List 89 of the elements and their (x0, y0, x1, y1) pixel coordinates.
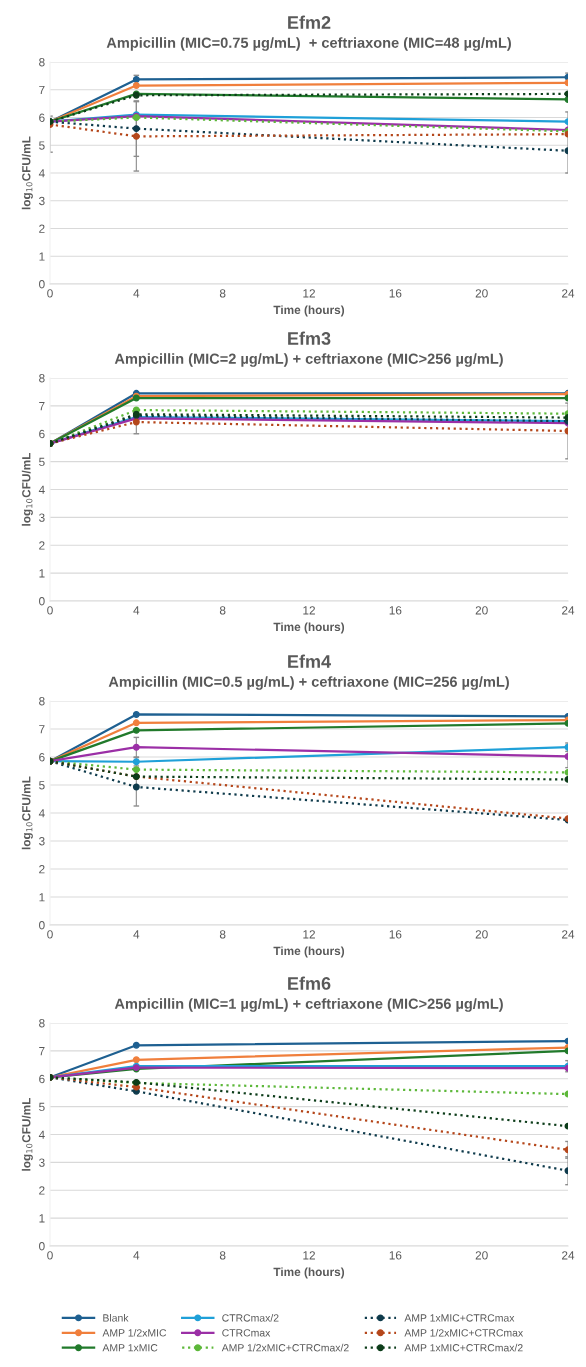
x-tick-label: 8 (219, 289, 226, 298)
y-axis-title: log$_{10}$CFU/mL (21, 1097, 33, 1171)
legend-label: AMP 1xMIC+CTRCmax/2 (404, 1343, 523, 1352)
x-tick-label: 0 (47, 1251, 53, 1260)
y-tick-label: 1 (39, 1214, 45, 1223)
legend-label: AMP 1/2xMIC+CTRCmax/2 (221, 1343, 349, 1352)
chart-title: Efm3 (288, 331, 331, 345)
y-tick-label: 1 (39, 252, 45, 261)
y-tick-label: 0 (39, 921, 45, 930)
x-tick-label: 4 (133, 1251, 140, 1260)
y-tick-label: 4 (38, 169, 45, 178)
y-tick-label: 1 (39, 893, 45, 902)
y-axis-title: log$_{10}$CFU/mL (21, 776, 33, 850)
legend-label: Blank (103, 1313, 129, 1322)
x-tick-label: 4 (133, 930, 140, 939)
y-tick-label: 3 (39, 1158, 45, 1167)
x-tick-label: 0 (47, 606, 53, 615)
x-axis-title: Time (hours) (273, 622, 345, 634)
y-tick-label: 5 (39, 141, 45, 150)
y-tick-label: 8 (39, 1019, 45, 1028)
legend-label: AMP 1/2xMIC+CTRCmax (404, 1328, 524, 1337)
y-tick-label: 7 (39, 1047, 45, 1056)
y-tick-label: 3 (39, 196, 45, 206)
x-tick-label: 8 (219, 606, 226, 615)
x-tick-label: 16 (389, 289, 402, 298)
y-tick-label: 3 (39, 513, 45, 522)
y-tick-label: 0 (39, 597, 45, 606)
x-tick-label: 24 (562, 606, 575, 615)
x-tick-label: 4 (133, 289, 140, 298)
chart-subtitle: Ampicillin (MIC=0.5 µg/mL) + ceftriaxone (MIC=256 µg/mL) (108, 676, 509, 690)
legend-label: CTRCmax (222, 1329, 271, 1337)
y-tick-label: 7 (39, 725, 45, 734)
y-tick-label: 0 (39, 1242, 45, 1251)
x-axis-title: Time (hours) (273, 946, 345, 958)
legend-label: CTRCmax/2 (222, 1313, 279, 1322)
chart-subtitle: Ampicillin (MIC=2 µg/mL) + ceftriaxone (MIC>256 µg/mL) (114, 353, 503, 367)
y-tick-label: 6 (39, 113, 45, 122)
chart-title: Efm2 (288, 15, 331, 29)
y-tick-label: 0 (39, 280, 45, 289)
x-tick-label: 16 (389, 606, 402, 615)
legend-label: AMP 1xMIC (102, 1344, 158, 1352)
x-tick-label: 20 (475, 606, 488, 615)
x-tick-label: 20 (475, 289, 488, 298)
y-tick-label: 8 (39, 58, 45, 67)
y-tick-label: 6 (39, 429, 45, 439)
legend-label: AMP 1/2xMIC (102, 1328, 167, 1337)
y-tick-label: 2 (39, 224, 45, 233)
y-tick-label: 5 (39, 457, 45, 467)
chart-subtitle: Ampicillin (MIC=1 µg/mL) + ceftriaxone (MIC>256 µg/mL) (114, 998, 503, 1012)
x-tick-label: 12 (303, 289, 315, 298)
x-tick-label: 8 (219, 1251, 226, 1260)
y-tick-label: 4 (38, 809, 45, 818)
y-tick-label: 2 (39, 865, 45, 874)
x-tick-label: 16 (389, 1251, 402, 1260)
legend-label: AMP 1xMIC+CTRCmax (404, 1314, 515, 1322)
y-tick-label: 6 (39, 1074, 45, 1084)
x-tick-label: 24 (562, 930, 575, 939)
y-tick-label: 4 (38, 485, 45, 494)
y-tick-label: 1 (39, 569, 45, 578)
x-tick-label: 12 (303, 930, 315, 939)
y-tick-label: 6 (39, 753, 45, 762)
x-tick-label: 24 (562, 289, 575, 298)
y-axis-title: log$_{10}$CFU/mL (21, 136, 33, 210)
y-tick-label: 7 (39, 85, 45, 95)
y-tick-label: 3 (39, 837, 45, 846)
x-axis-title: Time (hours) (273, 305, 345, 317)
y-tick-label: 2 (39, 1186, 45, 1195)
y-tick-label: 8 (39, 697, 45, 706)
x-tick-label: 20 (475, 930, 488, 939)
y-axis-title: log$_{10}$CFU/mL (21, 452, 33, 526)
y-tick-label: 5 (39, 1102, 45, 1112)
x-tick-label: 16 (389, 930, 402, 939)
x-tick-label: 4 (133, 606, 140, 615)
x-tick-label: 12 (303, 606, 315, 615)
y-tick-label: 8 (39, 374, 45, 383)
x-tick-label: 12 (303, 1251, 315, 1260)
x-tick-label: 24 (562, 1251, 575, 1260)
x-tick-label: 0 (47, 930, 53, 939)
x-tick-label: 20 (475, 1251, 488, 1260)
chart-subtitle: Ampicillin (MIC=0.75 µg/mL) + ceftriaxone (MIC=48 µg/mL) (106, 37, 511, 51)
x-tick-label: 0 (47, 289, 53, 298)
y-tick-label: 4 (38, 1130, 45, 1139)
y-tick-label: 5 (39, 781, 45, 790)
x-tick-label: 8 (219, 930, 226, 939)
chart-title: Efm6 (288, 976, 331, 990)
chart-title: Efm4 (288, 654, 331, 668)
x-axis-title: Time (hours) (273, 1267, 345, 1279)
y-tick-label: 7 (39, 402, 45, 411)
y-tick-label: 2 (39, 541, 45, 550)
